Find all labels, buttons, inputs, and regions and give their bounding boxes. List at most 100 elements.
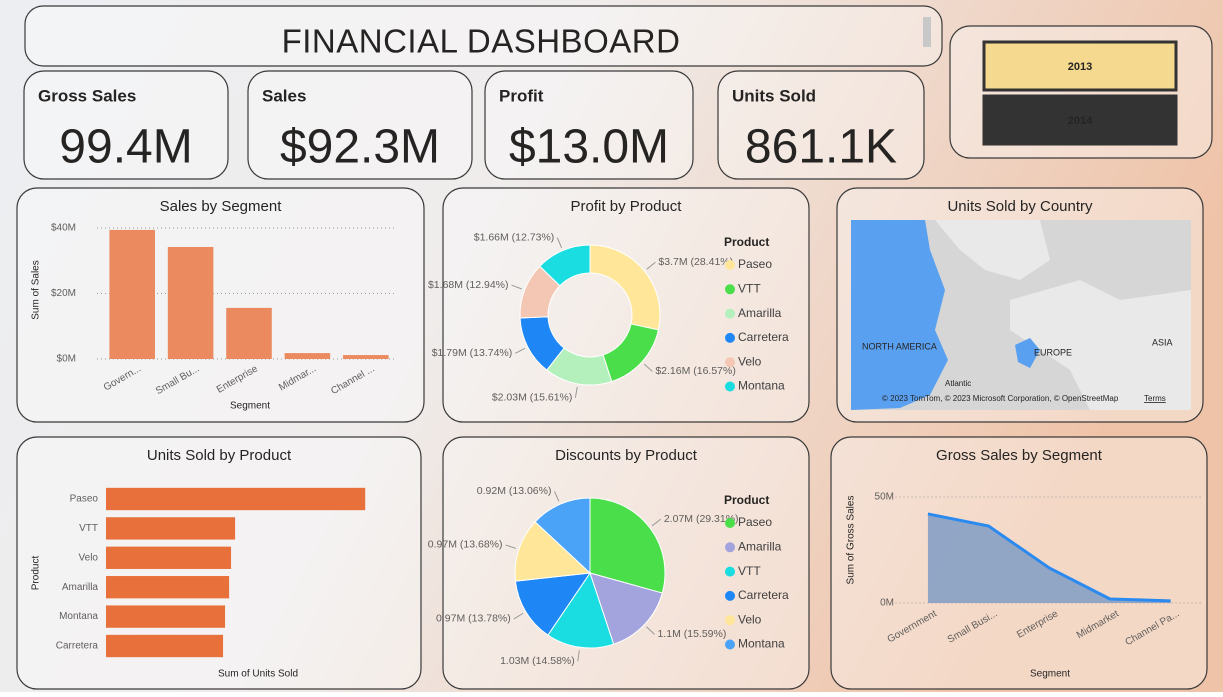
map-label: ASIA (1152, 337, 1173, 347)
map-highlight (1015, 338, 1040, 368)
map-label: Atlantic (945, 379, 971, 388)
chart-title: Profit by Product (571, 198, 683, 215)
slice (514, 521, 592, 582)
slicer-button[interactable] (982, 40, 1178, 92)
leader-line (646, 261, 656, 270)
data-label: 0.97M (13.78%) (436, 613, 511, 625)
y-tick-label: 0M (880, 598, 894, 609)
legend-marker (725, 639, 735, 650)
leader-line (513, 612, 524, 620)
legend-label: Velo (738, 354, 762, 368)
legend-label: Amarilla (738, 306, 782, 320)
data-label: $2.03M (15.61%) (492, 391, 573, 403)
leader-line (556, 237, 563, 248)
y-tick-label: Montana (59, 611, 98, 622)
x-axis-title: Segment (230, 401, 270, 412)
legend-label: Montana (738, 379, 785, 393)
area (927, 513, 1171, 603)
bar (106, 487, 366, 511)
legend-label: Paseo (738, 257, 772, 271)
kpi-value: 861.1K (745, 121, 897, 174)
legend-marker (725, 566, 735, 577)
legend-title: Product (724, 235, 769, 249)
chart-title: Units Sold by Product (147, 447, 292, 464)
map-attribution: © 2023 TomTom, © 2023 Microsoft Corporat… (882, 394, 1119, 403)
legend-label: Carretera (738, 330, 789, 344)
leader-line (646, 626, 655, 635)
bar (106, 517, 236, 540)
y-tick-label: Carretera (56, 641, 99, 652)
slice (514, 572, 592, 636)
leader-line (643, 363, 653, 372)
bar (106, 605, 226, 628)
map-land (935, 220, 1191, 410)
kpi-label: Sales (262, 86, 306, 105)
bar (284, 353, 331, 359)
map-highlight (851, 220, 948, 410)
map-label: NORTH AMERICA (862, 341, 937, 351)
bar (167, 246, 214, 359)
legend-marker (725, 260, 735, 270)
kpi-label: Units Sold (732, 86, 816, 105)
chart-title: Gross Sales by Segment (936, 447, 1103, 464)
y-tick-label: Amarilla (62, 582, 99, 593)
y-axis-title: Sum of Sales (31, 260, 42, 319)
kpi-value: 99.4M (59, 121, 192, 174)
data-label: $1.79M (13.74%) (432, 347, 513, 359)
bar (106, 576, 230, 599)
legend-marker (725, 308, 735, 319)
y-axis-title: Sum of Gross Sales (846, 496, 857, 585)
leader-line (554, 491, 560, 502)
data-label: $3.7M (28.41%) (658, 256, 733, 268)
slicer-option[interactable]: 2013 (1068, 61, 1092, 73)
bar (109, 229, 155, 359)
y-tick-label: Velo (79, 552, 99, 563)
leader-line (651, 518, 662, 527)
leader-line (515, 347, 526, 354)
data-label: $1.66M (12.73%) (474, 231, 555, 243)
map-terms[interactable]: Terms (1144, 394, 1166, 403)
legend-label: Amarilla (738, 539, 782, 553)
map-title: Units Sold by Country (947, 198, 1093, 215)
y-tick-label: VTT (79, 523, 98, 534)
x-axis-title: Sum of Units Sold (218, 669, 298, 680)
data-label: 1.1M (15.59%) (657, 628, 726, 640)
slice (539, 244, 591, 287)
leader-line (577, 650, 580, 662)
y-tick-label: 50M (875, 492, 894, 503)
bar (106, 634, 224, 658)
legend-marker (725, 590, 735, 601)
slice (547, 571, 615, 649)
legend-marker (725, 381, 735, 392)
legend-marker (725, 357, 735, 368)
data-label: $1.68M (12.94%) (428, 279, 509, 291)
bar (226, 307, 272, 359)
bar (343, 355, 389, 359)
y-tick-label: Paseo (70, 494, 99, 505)
legend-marker (725, 615, 735, 626)
x-axis-title: Segment (1030, 669, 1070, 680)
legend-marker (725, 284, 735, 295)
y-axis-title: Product (31, 556, 42, 591)
data-label: 0.92M (13.06%) (477, 485, 552, 497)
bar (106, 546, 232, 569)
dashboard-title: FINANCIAL DASHBOARD (282, 23, 681, 60)
legend-label: Carretera (738, 588, 789, 602)
y-tick-label: $40M (51, 223, 76, 234)
card (484, 70, 694, 180)
data-label: $2.16M (16.57%) (655, 365, 736, 377)
slicer-option[interactable]: 2014 (1068, 115, 1093, 127)
legend-label: Montana (738, 637, 785, 651)
data-label: 0.97M (13.68%) (428, 539, 503, 551)
legend-label: VTT (738, 564, 761, 578)
leader-line (574, 386, 578, 398)
data-label: 2.07M (29.31%) (664, 513, 739, 525)
legend-label: Velo (738, 612, 762, 626)
kpi-value: $92.3M (280, 121, 440, 174)
slicer-button[interactable] (982, 94, 1178, 146)
legend-marker (725, 542, 735, 553)
card (717, 70, 925, 180)
card (23, 70, 229, 180)
